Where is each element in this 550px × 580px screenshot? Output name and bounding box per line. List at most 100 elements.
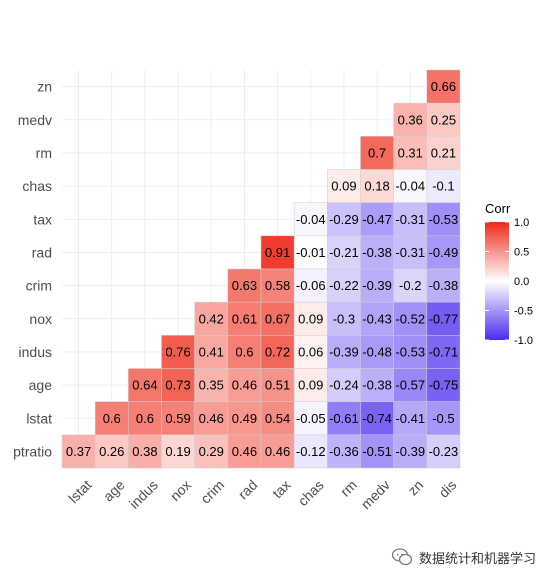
cell-value-label: -0.57 — [395, 378, 425, 393]
heatmap-tile — [327, 368, 361, 402]
y-tick-label: ptratio — [13, 443, 52, 459]
chat-bubble-icon — [391, 548, 413, 566]
heatmap-tile — [426, 368, 461, 402]
heatmap-tile — [393, 136, 428, 170]
cell-value-label: -0.43 — [362, 311, 392, 326]
cell-value-label: 0.42 — [199, 311, 224, 326]
cell-value-label: 0.37 — [66, 444, 91, 459]
heatmap-tile — [327, 202, 361, 237]
heatmap-tile — [327, 169, 361, 203]
legend-tick-label: -0.5 — [514, 306, 533, 318]
heatmap-tile — [260, 268, 295, 303]
cell-value-label: -0.38 — [362, 378, 392, 393]
x-tick-label: medv — [358, 477, 394, 513]
heatmap-tile — [293, 434, 328, 469]
heatmap-tile — [161, 368, 195, 402]
cell-value-label: 0.64 — [132, 378, 157, 393]
heatmap-tile — [426, 434, 461, 469]
cell-value-label: -0.23 — [429, 444, 459, 459]
heatmap-tile — [360, 434, 394, 469]
cell-value-label: 0.46 — [199, 411, 224, 426]
cell-value-label: -0.47 — [362, 212, 392, 227]
cell-value-label: -0.01 — [296, 245, 326, 260]
heatmap-tile — [393, 235, 428, 270]
cell-value-label: 0.35 — [199, 378, 224, 393]
cell-value-label: 0.73 — [165, 378, 190, 393]
legend-tick-label: 0.0 — [514, 276, 529, 288]
y-tick-label: indus — [19, 344, 52, 360]
y-axis-labels: zn medv rm chas tax rad crim nox indus age lstat pt… — [13, 79, 52, 460]
heatmap-tile — [327, 235, 361, 270]
heatmap-tile — [426, 136, 461, 170]
cell-value-label: 0.49 — [232, 411, 257, 426]
heatmap-tile — [393, 268, 428, 303]
cell-value-label: 0.58 — [265, 278, 290, 293]
cell-value-label: 0.25 — [431, 112, 456, 127]
cell-value-label: 0.09 — [298, 311, 323, 326]
heatmap-tiles — [61, 69, 461, 469]
heatmap-tile — [128, 401, 162, 436]
legend-ticks: 1.0 0.5 0.0 -0.5 -1.0 — [485, 217, 533, 347]
heatmap-tile — [360, 268, 394, 303]
cell-value-label: 0.72 — [265, 344, 290, 359]
cell-value-label: 0.59 — [165, 411, 190, 426]
cell-value-label: -0.41 — [395, 411, 425, 426]
cell-value-label: 0.41 — [199, 344, 224, 359]
cell-value-label: 0.18 — [364, 179, 389, 194]
cell-value-label: -0.31 — [395, 245, 425, 260]
heatmap-tile — [360, 202, 394, 237]
cell-value-label: -0.48 — [362, 344, 392, 359]
cell-value-label: -0.38 — [429, 278, 459, 293]
cell-value-label: -0.04 — [296, 212, 326, 227]
cell-value-label: -0.53 — [395, 344, 425, 359]
heatmap-tile — [293, 235, 328, 270]
cell-value-label: -0.5 — [432, 411, 454, 426]
cell-value-label: -0.39 — [362, 278, 392, 293]
x-tick-label: lstat — [65, 477, 95, 507]
heatmap-tile — [327, 434, 361, 469]
cell-value-label: 0.6 — [136, 411, 154, 426]
cell-value-label: -0.38 — [362, 245, 392, 260]
cell-value-label: -0.04 — [395, 179, 425, 194]
cell-value-label: 0.29 — [199, 444, 224, 459]
cell-value-label: -0.1 — [432, 179, 454, 194]
x-tick-label: tax — [269, 477, 294, 502]
cell-value-label: -0.21 — [329, 245, 359, 260]
cell-value-label: 0.31 — [398, 145, 423, 160]
y-tick-label: lstat — [26, 410, 52, 426]
x-tick-label: chas — [295, 477, 327, 509]
heatmap-tile — [194, 434, 229, 469]
heatmap-tile — [327, 268, 361, 303]
cell-value-label: -0.52 — [395, 311, 425, 326]
cell-value-label: -0.29 — [329, 212, 359, 227]
cell-value-label: -0.12 — [296, 444, 326, 459]
legend-tick-label: 1.0 — [514, 217, 529, 229]
x-tick-label: dis — [435, 477, 459, 501]
cell-value-label: 0.06 — [298, 344, 323, 359]
heatmap-tile — [426, 102, 461, 137]
cell-value-label: -0.06 — [296, 278, 326, 293]
y-tick-label: crim — [26, 278, 52, 294]
heatmap-tile — [393, 368, 428, 402]
cell-value-label: 0.19 — [165, 444, 190, 459]
heatmap-tile — [360, 136, 394, 170]
heatmap-tile — [227, 368, 262, 402]
cell-value-label: 0.51 — [265, 378, 290, 393]
y-tick-label: medv — [18, 112, 52, 128]
legend-tick-label: -1.0 — [514, 335, 533, 347]
heatmap-tile — [360, 368, 394, 402]
cell-value-label: 0.09 — [331, 179, 356, 194]
cell-value-label: 0.7 — [368, 145, 386, 160]
heatmap-tile — [194, 301, 229, 336]
heatmap-tile — [161, 434, 195, 469]
heatmap-tile — [260, 368, 295, 402]
cell-value-label: 0.46 — [232, 378, 257, 393]
cell-value-label: 0.63 — [232, 278, 257, 293]
x-tick-label: rm — [337, 477, 360, 500]
y-tick-label: chas — [22, 178, 52, 194]
heatmap-tile — [426, 235, 461, 270]
cell-value-label: 0.76 — [165, 344, 190, 359]
cell-value-label: 0.54 — [265, 411, 290, 426]
heatmap-tile — [426, 301, 461, 336]
